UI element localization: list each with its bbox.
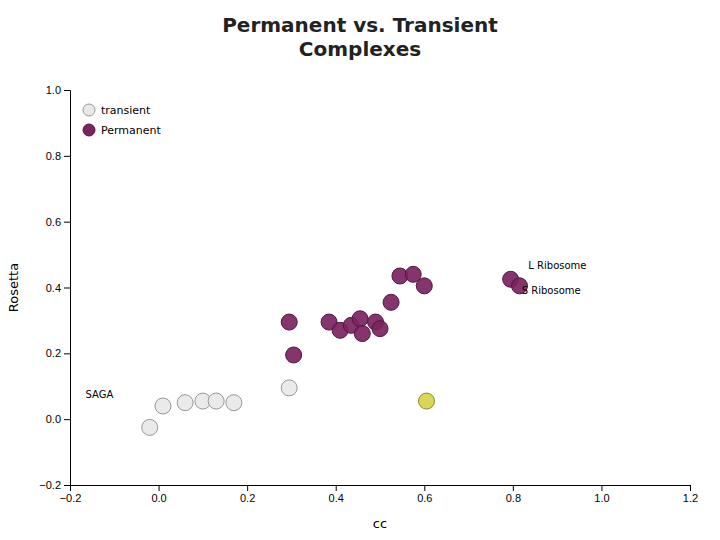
axis-line bbox=[71, 486, 691, 492]
tick-label: 0.8 bbox=[506, 492, 521, 504]
title-line: Complexes bbox=[299, 37, 421, 61]
annotation: SAGA bbox=[86, 389, 114, 400]
tick-label: 0.4 bbox=[329, 492, 344, 504]
tick-label: 0.6 bbox=[417, 492, 432, 504]
tick-label: 1.2 bbox=[683, 492, 698, 504]
tick-mark bbox=[64, 222, 70, 223]
point bbox=[155, 398, 171, 414]
x-axis-title: cc bbox=[373, 516, 387, 531]
point bbox=[354, 326, 370, 342]
marks bbox=[142, 266, 528, 435]
series bbox=[281, 266, 527, 363]
tick-mark bbox=[64, 485, 70, 486]
point bbox=[281, 380, 297, 396]
tick-label: 1.0 bbox=[46, 84, 61, 96]
tick-label: 0.0 bbox=[151, 492, 166, 504]
tick-label: −0.2 bbox=[60, 492, 82, 504]
series bbox=[142, 380, 298, 436]
chart: Permanent vs. TransientComplexes −0.2 0.0 0… bbox=[0, 0, 720, 540]
legend-swatch bbox=[83, 104, 95, 116]
legend-label: transient bbox=[101, 104, 151, 117]
tick-mark bbox=[159, 485, 160, 491]
point bbox=[226, 395, 242, 411]
tick: 0.4 bbox=[46, 282, 70, 294]
tick-mark bbox=[64, 353, 70, 354]
point bbox=[352, 311, 368, 327]
tick: 1.0 bbox=[46, 84, 70, 96]
plot: −0.2 0.0 0.2 0.4 0.6 0.8 1.0 1.2 −0.2 0.0 0.2 0.4 0.… bbox=[39, 84, 698, 504]
tick: 0.6 bbox=[417, 485, 432, 504]
tick: 0.2 bbox=[46, 347, 70, 359]
series bbox=[419, 393, 435, 409]
tick-label: 1.0 bbox=[594, 492, 609, 504]
tick-mark bbox=[64, 90, 70, 91]
tick-label: 0.4 bbox=[46, 282, 61, 294]
annotation: L Ribosome bbox=[528, 260, 586, 271]
x-axis: −0.2 0.0 0.2 0.4 0.6 0.8 1.0 1.2 bbox=[60, 485, 699, 504]
tick-mark bbox=[513, 485, 514, 491]
tick: 0.0 bbox=[151, 485, 166, 504]
annotation: S Ribosome bbox=[522, 285, 581, 296]
tick-mark bbox=[424, 485, 425, 491]
y-axis-title: Rosetta bbox=[6, 263, 21, 312]
point bbox=[416, 278, 432, 294]
legend: transient Permanent bbox=[83, 104, 162, 137]
tick: −0.2 bbox=[60, 485, 82, 504]
tick-label: 0.2 bbox=[46, 347, 61, 359]
tick-mark bbox=[64, 419, 70, 420]
tick-mark bbox=[247, 485, 248, 491]
title: Permanent vs. TransientComplexes bbox=[222, 13, 498, 61]
point bbox=[372, 321, 388, 337]
tick-mark bbox=[690, 485, 691, 491]
tick-label: 0.6 bbox=[46, 216, 61, 228]
tick-label: −0.2 bbox=[39, 479, 61, 491]
tick: 0.0 bbox=[46, 413, 70, 425]
point bbox=[286, 347, 302, 363]
tick: 0.6 bbox=[46, 216, 70, 228]
annotations: L Ribosome S Ribosome SAGA bbox=[86, 260, 587, 399]
tick-mark bbox=[601, 485, 602, 491]
axis-line bbox=[64, 91, 71, 486]
point bbox=[208, 393, 224, 409]
point bbox=[383, 294, 399, 310]
tick: 0.8 bbox=[46, 150, 70, 162]
legend-item: transient bbox=[83, 104, 151, 117]
legend-item: Permanent bbox=[83, 124, 162, 137]
tick-label: 0.2 bbox=[240, 492, 255, 504]
tick: −0.2 bbox=[39, 479, 70, 491]
tick: 0.4 bbox=[329, 485, 344, 504]
point bbox=[281, 314, 297, 330]
point bbox=[419, 393, 435, 409]
tick-label: 0.0 bbox=[46, 413, 61, 425]
legend-label: Permanent bbox=[101, 124, 162, 137]
tick: 0.8 bbox=[506, 485, 521, 504]
tick-mark bbox=[336, 485, 337, 491]
tick: 0.2 bbox=[240, 485, 255, 504]
title-line: Permanent vs. Transient bbox=[222, 13, 498, 37]
tick-mark bbox=[64, 288, 70, 289]
point bbox=[177, 395, 193, 411]
tick: 1.2 bbox=[683, 485, 698, 504]
tick: 1.0 bbox=[594, 485, 609, 504]
y-axis: −0.2 0.0 0.2 0.4 0.6 0.8 1.0 bbox=[39, 84, 70, 491]
tick-mark bbox=[64, 156, 70, 157]
point bbox=[142, 419, 158, 435]
tick-label: 0.8 bbox=[46, 150, 61, 162]
legend-swatch bbox=[83, 124, 95, 136]
